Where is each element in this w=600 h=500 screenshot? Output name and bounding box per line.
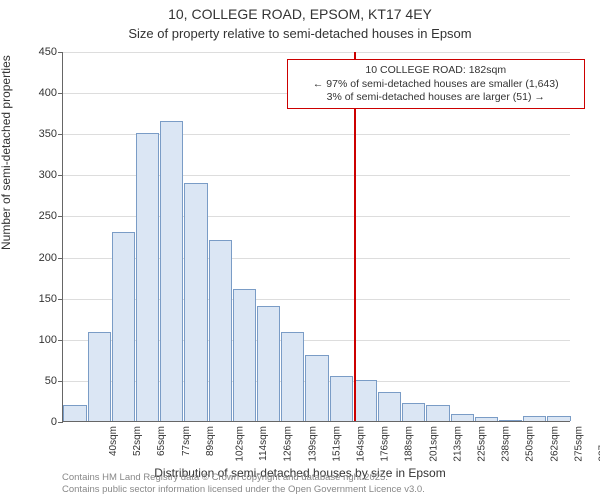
x-tick-label: 40sqm bbox=[108, 426, 119, 456]
x-tick-label: 65sqm bbox=[156, 426, 167, 456]
y-axis-title: Number of semi-detached properties bbox=[0, 55, 13, 250]
histogram-bar bbox=[184, 183, 207, 421]
x-tick-label: 89sqm bbox=[205, 426, 216, 456]
x-tick-label: 262sqm bbox=[549, 426, 560, 462]
y-tick bbox=[58, 299, 63, 300]
x-tick-label: 102sqm bbox=[235, 426, 246, 462]
histogram-bar bbox=[451, 414, 474, 421]
y-tick-label: 100 bbox=[25, 334, 57, 346]
y-gridline bbox=[63, 52, 570, 53]
y-tick bbox=[58, 216, 63, 217]
y-tick-label: 50 bbox=[25, 375, 57, 387]
histogram-bar bbox=[402, 403, 425, 421]
y-tick-label: 0 bbox=[25, 416, 57, 428]
y-tick bbox=[58, 381, 63, 382]
annotation-line-1: 10 COLLEGE ROAD: 182sqm bbox=[294, 64, 578, 77]
histogram-bar bbox=[330, 376, 353, 421]
x-tick-label: 201sqm bbox=[428, 426, 439, 462]
plot-area: 05010015020025030035040045040sqm52sqm65s… bbox=[62, 52, 570, 422]
y-tick bbox=[58, 340, 63, 341]
histogram-bar bbox=[88, 332, 111, 421]
histogram-bar bbox=[499, 420, 522, 421]
chart-title: 10, COLLEGE ROAD, EPSOM, KT17 4EY bbox=[0, 0, 600, 24]
histogram-bar bbox=[523, 416, 546, 421]
y-tick-label: 250 bbox=[25, 210, 57, 222]
histogram-bar bbox=[257, 306, 280, 421]
histogram-bar bbox=[209, 240, 232, 421]
y-tick bbox=[58, 258, 63, 259]
histogram-bar bbox=[305, 355, 328, 421]
x-tick-label: 213sqm bbox=[452, 426, 463, 462]
footnote-line-1: Contains HM Land Registry data © Crown c… bbox=[62, 472, 425, 484]
footnote: Contains HM Land Registry data © Crown c… bbox=[62, 472, 425, 496]
x-tick-label: 250sqm bbox=[525, 426, 536, 462]
annotation-line-3: 3% of semi-detached houses are larger (5… bbox=[294, 91, 578, 104]
y-tick-label: 150 bbox=[25, 293, 57, 305]
y-tick bbox=[58, 175, 63, 176]
histogram-bar bbox=[354, 380, 377, 421]
histogram-bar bbox=[112, 232, 135, 421]
x-tick-label: 77sqm bbox=[181, 426, 192, 456]
y-tick bbox=[58, 422, 63, 423]
histogram-bar bbox=[475, 417, 498, 421]
x-tick-label: 114sqm bbox=[258, 426, 269, 461]
annotation-box: 10 COLLEGE ROAD: 182sqm← 97% of semi-det… bbox=[287, 59, 585, 108]
x-tick-label: 275sqm bbox=[573, 426, 584, 462]
histogram-bar bbox=[233, 289, 256, 421]
y-tick-label: 400 bbox=[25, 87, 57, 99]
x-tick-label: 164sqm bbox=[356, 426, 367, 462]
x-tick-label: 139sqm bbox=[307, 426, 318, 462]
histogram-bar bbox=[281, 332, 304, 421]
histogram-bar bbox=[63, 405, 86, 421]
y-tick bbox=[58, 93, 63, 94]
x-tick-label: 176sqm bbox=[380, 426, 391, 462]
y-tick-label: 200 bbox=[25, 252, 57, 264]
chart-subtitle: Size of property relative to semi-detach… bbox=[0, 26, 600, 41]
x-tick-label: 151sqm bbox=[331, 426, 342, 462]
y-tick-label: 350 bbox=[25, 128, 57, 140]
y-tick-label: 300 bbox=[25, 169, 57, 181]
y-tick bbox=[58, 134, 63, 135]
y-tick bbox=[58, 52, 63, 53]
annotation-line-2: ← 97% of semi-detached houses are smalle… bbox=[294, 78, 578, 91]
x-tick-label: 238sqm bbox=[501, 426, 512, 462]
x-tick-label: 188sqm bbox=[404, 426, 415, 462]
histogram-bar bbox=[160, 121, 183, 421]
footnote-line-2: Contains public sector information licen… bbox=[62, 484, 425, 496]
histogram-bar bbox=[547, 416, 570, 421]
x-tick-label: 52sqm bbox=[132, 426, 143, 456]
histogram-bar bbox=[136, 133, 159, 421]
histogram-bar bbox=[426, 405, 449, 421]
chart-container: 10, COLLEGE ROAD, EPSOM, KT17 4EY Size o… bbox=[0, 0, 600, 500]
x-tick-label: 225sqm bbox=[477, 426, 488, 462]
y-tick-label: 450 bbox=[25, 46, 57, 58]
x-tick-label: 126sqm bbox=[283, 426, 294, 462]
histogram-bar bbox=[378, 392, 401, 421]
